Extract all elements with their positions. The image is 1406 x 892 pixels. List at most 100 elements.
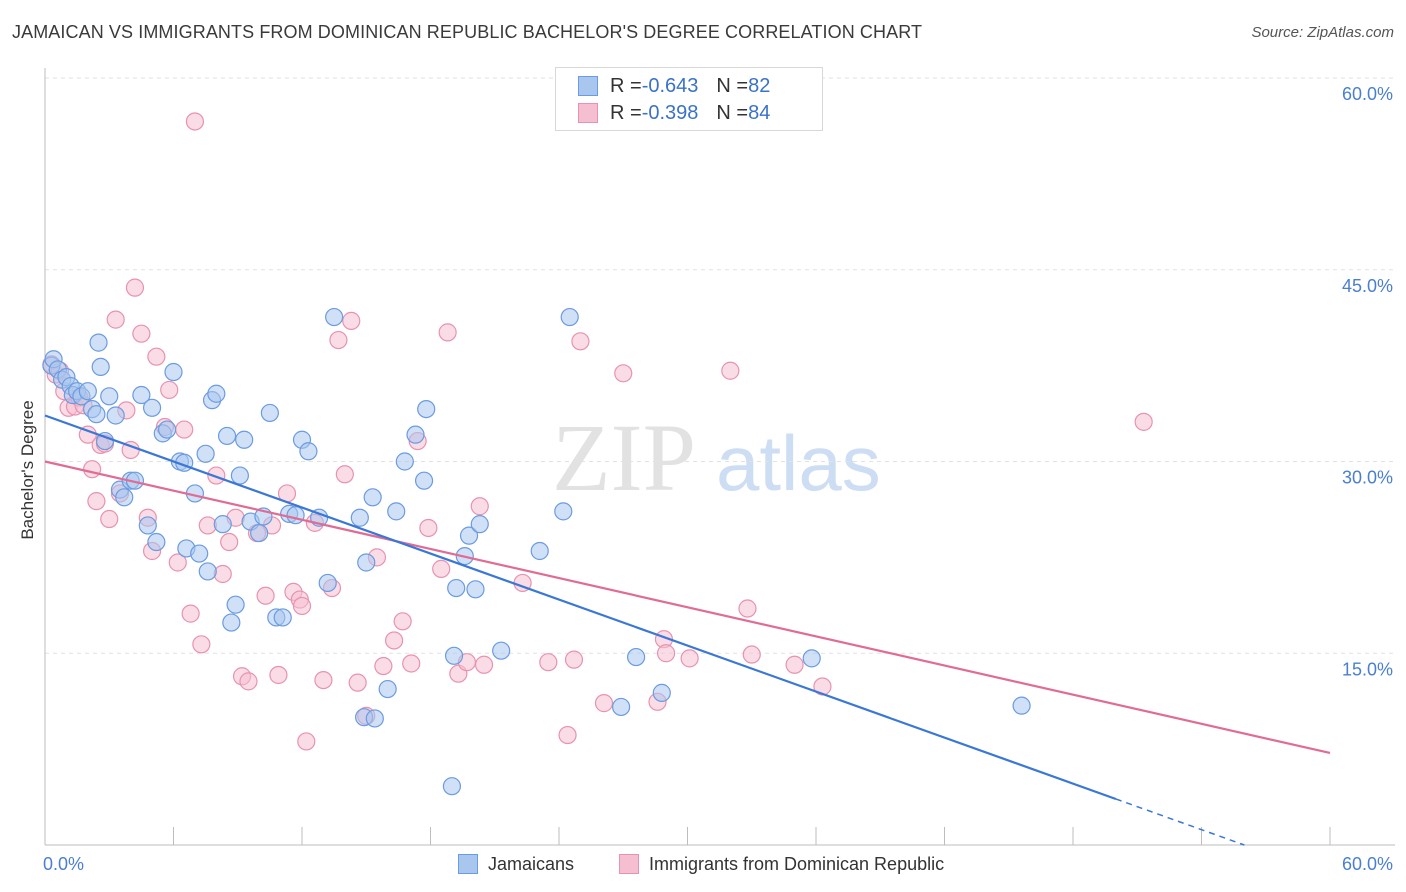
jamaicans-point xyxy=(213,515,232,534)
legend-n-value: 82 xyxy=(748,74,771,97)
jamaicans-point xyxy=(444,646,464,665)
dominican-point xyxy=(329,330,348,350)
jamaicans-trend-line xyxy=(44,414,1117,801)
jamaicans-point xyxy=(417,399,436,419)
jamaicans-point xyxy=(554,502,573,521)
jamaicans-point xyxy=(106,406,125,425)
dominican-point xyxy=(239,672,258,691)
jamaicans-trend-extension xyxy=(1115,798,1245,846)
dominican-point xyxy=(614,364,633,383)
jamaicans-point xyxy=(802,649,821,668)
jamaicans-point xyxy=(395,452,414,471)
legend-n-label: N = xyxy=(716,74,749,97)
dominican-point xyxy=(558,725,577,745)
jamaicans-point xyxy=(387,502,406,521)
jamaicans-point xyxy=(89,333,108,352)
dominican-point xyxy=(160,380,179,400)
jamaicans-point xyxy=(190,544,209,563)
jamaicans-point xyxy=(459,526,479,545)
jamaicans-point xyxy=(87,405,106,424)
dominican-point xyxy=(220,532,239,552)
legend-row-jamaicans: R = -0.643 N = 82 xyxy=(578,75,770,97)
y-tick-label: 30.0% xyxy=(1342,468,1393,488)
legend-swatch-dominican xyxy=(578,103,598,123)
dominican-point xyxy=(192,635,211,654)
jamaicans-point xyxy=(115,488,134,507)
bottom-legend-swatch-dominican xyxy=(619,854,639,874)
dominican-point xyxy=(474,655,494,674)
jamaicans-point xyxy=(78,382,97,401)
bottom-legend-label: Jamaicans xyxy=(488,853,575,874)
dominican-point xyxy=(168,553,187,572)
jamaicans-point xyxy=(406,425,425,444)
jamaicans-point xyxy=(273,608,292,627)
dominican-point xyxy=(564,650,584,669)
bottom-legend-jamaicans: Jamaicans xyxy=(458,852,574,876)
dominican-point xyxy=(374,656,393,676)
dominican-point xyxy=(432,559,451,578)
jamaicans-point xyxy=(260,403,279,423)
jamaicans-point xyxy=(365,709,384,728)
jamaicans-point xyxy=(198,562,217,581)
jamaicans-point xyxy=(157,420,177,439)
dominican-point xyxy=(742,645,761,664)
jamaicans-point xyxy=(147,532,166,552)
jamaicans-point xyxy=(132,385,151,405)
dominican-point xyxy=(419,518,438,538)
dominican-point xyxy=(207,466,226,485)
dominican-point xyxy=(181,604,200,623)
series-jamaicans-points xyxy=(42,307,1031,796)
dominican-point xyxy=(470,497,489,516)
watermark-atlas: atlas xyxy=(716,419,881,507)
jamaicans-point xyxy=(363,488,382,507)
legend-r-value: -0.643 xyxy=(641,74,699,97)
jamaicans-point xyxy=(222,613,241,632)
jamaicans-point xyxy=(357,553,376,572)
bottom-legend-dominican: Immigrants from Dominican Republic xyxy=(619,852,944,876)
dominican-point xyxy=(175,420,194,439)
gridlines xyxy=(45,77,1395,654)
dominican-point xyxy=(147,347,166,366)
dominican-point xyxy=(198,516,217,535)
legend-n-label: N = xyxy=(716,101,749,124)
jamaicans-point xyxy=(100,387,119,406)
legend-r-value: -0.398 xyxy=(641,101,699,124)
axes xyxy=(44,68,1395,846)
dominican-point xyxy=(680,649,699,668)
jamaicans-point xyxy=(1012,696,1031,715)
dominican-point xyxy=(721,361,740,380)
x-tick-label: 60.0% xyxy=(1342,854,1393,874)
chart-title: JAMAICAN VS IMMIGRANTS FROM DOMINICAN RE… xyxy=(12,22,923,42)
jamaicans-point xyxy=(164,362,183,382)
jamaicans-point xyxy=(138,516,157,535)
jamaicans-point xyxy=(442,777,462,796)
y-tick-label: 45.0% xyxy=(1342,276,1393,296)
dominican-point xyxy=(292,596,312,616)
jamaicans-point xyxy=(350,508,369,527)
dominican-point xyxy=(738,599,757,618)
dominican-trend-line xyxy=(44,460,1331,755)
dominican-point xyxy=(402,654,421,673)
jamaicans-point xyxy=(530,541,549,561)
dominican-point xyxy=(213,564,232,584)
dominican-point xyxy=(87,492,106,511)
y-axis-label: Bachelor's Degree xyxy=(18,400,37,540)
dominican-point xyxy=(384,631,404,650)
dominican-point xyxy=(785,655,804,674)
jamaicans-point xyxy=(235,430,254,449)
jamaicans-point xyxy=(470,515,489,534)
legend-r-label: R = xyxy=(610,101,642,124)
dominican-point xyxy=(438,323,457,342)
jamaicans-point xyxy=(414,471,434,490)
jamaicans-point xyxy=(612,697,631,717)
jamaicans-point xyxy=(447,578,466,598)
dominican-point xyxy=(335,465,354,484)
bottom-legend-label: Immigrants from Dominican Republic xyxy=(649,853,945,874)
dominican-point xyxy=(83,460,102,479)
dominican-point xyxy=(571,332,590,351)
jamaicans-point xyxy=(652,683,671,702)
legend-swatch-jamaicans xyxy=(578,76,598,96)
dominican-point xyxy=(297,732,316,751)
dominican-point xyxy=(125,278,145,297)
